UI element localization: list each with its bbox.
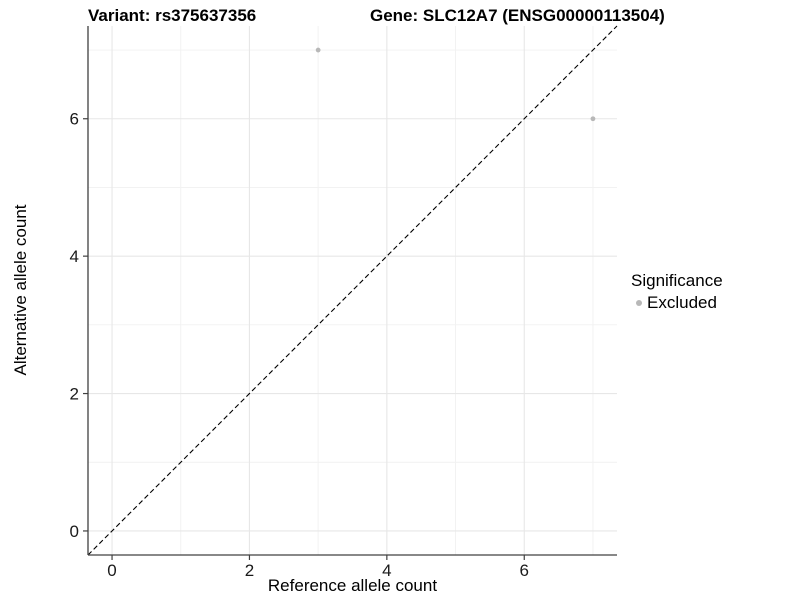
y-tick-label: 2 <box>70 385 79 404</box>
legend-item-excluded: Excluded <box>636 293 723 313</box>
plot-title-variant: Variant: rs375637356 <box>88 6 257 25</box>
y-tick-label: 4 <box>70 247 79 266</box>
x-axis-title: Reference allele count <box>267 576 438 595</box>
legend-item-label: Excluded <box>647 293 717 312</box>
legend-point-icon <box>636 300 642 306</box>
data-point <box>590 116 596 122</box>
y-tick-label: 0 <box>70 522 79 541</box>
y-tick-label: 6 <box>70 110 79 129</box>
x-tick-label: 6 <box>520 561 529 580</box>
identity-line <box>87 25 618 556</box>
x-tick-label: 0 <box>107 561 116 580</box>
legend-title: Significance <box>631 271 723 290</box>
plot-title-gene: Gene: SLC12A7 (ENSG00000113504) <box>370 6 665 25</box>
x-tick-label: 4 <box>382 561 391 580</box>
data-point <box>315 47 321 53</box>
legend: Significance Excluded <box>631 271 723 313</box>
x-tick-label: 2 <box>245 561 254 580</box>
